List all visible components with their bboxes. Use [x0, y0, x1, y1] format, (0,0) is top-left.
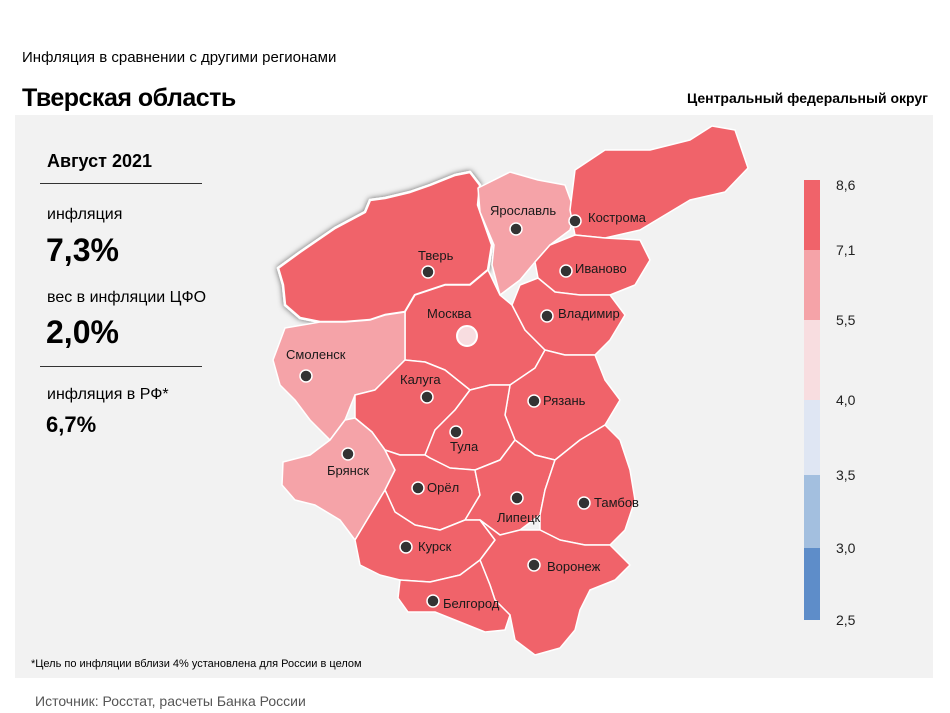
region-13[interactable]: [539, 424, 636, 546]
legend-tick-label: 3,0: [836, 540, 856, 556]
region-label: Ярославль: [490, 203, 556, 218]
city-marker: [510, 491, 524, 505]
legend-band: [804, 548, 820, 620]
region-label: Тверь: [418, 248, 454, 263]
region-label: Рязань: [543, 393, 586, 408]
region-label: Орёл: [427, 480, 459, 495]
region-label: Иваново: [575, 261, 627, 276]
divider: [40, 183, 202, 184]
chart-subtitle: Инфляция в сравнении с другими регионами: [22, 49, 337, 66]
city-marker: [399, 540, 413, 554]
legend-tick-label: 3,5: [836, 467, 856, 483]
city-marker: [527, 394, 541, 408]
legend-band: [804, 250, 820, 320]
region-label: Москва: [427, 306, 472, 321]
source-note: Источник: Росстат, расчеты Банка России: [35, 693, 306, 709]
rf-inflation-label: инфляция в РФ*: [47, 386, 169, 403]
legend-band: [804, 180, 820, 250]
city-marker: [527, 558, 541, 572]
district-label: Центральный федеральный округ: [686, 90, 928, 106]
region-16[interactable]: [397, 559, 511, 633]
region-label: Липецк: [497, 510, 541, 525]
legend-tick-label: 5,5: [836, 312, 856, 328]
region-label: Тамбов: [594, 495, 639, 510]
city-marker: [568, 214, 582, 228]
region-label: Тула: [450, 439, 479, 454]
region-3[interactable]: [534, 234, 651, 296]
period-label: Август 2021: [47, 151, 152, 171]
weight-label: вес в инфляции ЦФО: [47, 289, 207, 306]
city-marker: [421, 265, 435, 279]
region-label: Курск: [418, 539, 452, 554]
legend-tick-label: 7,1: [836, 242, 856, 258]
city-marker: [426, 594, 440, 608]
city-marker: [509, 222, 523, 236]
inflation-label: инфляция: [47, 206, 123, 223]
city-marker: [420, 390, 434, 404]
city-marker: [540, 309, 554, 323]
footnote: *Цель по инфляции вблизи 4% установлена …: [31, 658, 362, 670]
region-label: Калуга: [400, 372, 441, 387]
city-marker: [411, 481, 425, 495]
inflation-value: 7,3%: [46, 232, 119, 268]
rf-inflation-value: 6,7%: [46, 412, 97, 437]
city-marker: [577, 496, 591, 510]
weight-value: 2,0%: [46, 314, 119, 350]
region-5[interactable]: [511, 277, 626, 356]
legend-scale: 8,6 7,1 5,5 4,0 3,5 3,0 2,5: [804, 177, 856, 628]
legend-band: [804, 400, 820, 475]
divider: [40, 366, 202, 367]
legend-tick-label: 2,5: [836, 612, 856, 628]
page-title: Тверская область: [22, 84, 236, 112]
legend-band: [804, 475, 820, 548]
region-label: Владимир: [558, 306, 620, 321]
region-label: Воронеж: [547, 559, 601, 574]
city-marker: [299, 369, 313, 383]
legend-band: [804, 320, 820, 400]
legend-tick-label: 8,6: [836, 177, 856, 193]
city-marker: [341, 447, 355, 461]
city-marker: [559, 264, 573, 278]
moscow-city-marker: [456, 325, 478, 347]
legend-tick-label: 4,0: [836, 392, 856, 408]
region-label: Брянск: [327, 463, 369, 478]
region-label: Белгород: [443, 596, 500, 611]
region-label: Кострома: [588, 210, 647, 225]
city-marker: [449, 425, 463, 439]
region-label: Смоленск: [286, 347, 346, 362]
